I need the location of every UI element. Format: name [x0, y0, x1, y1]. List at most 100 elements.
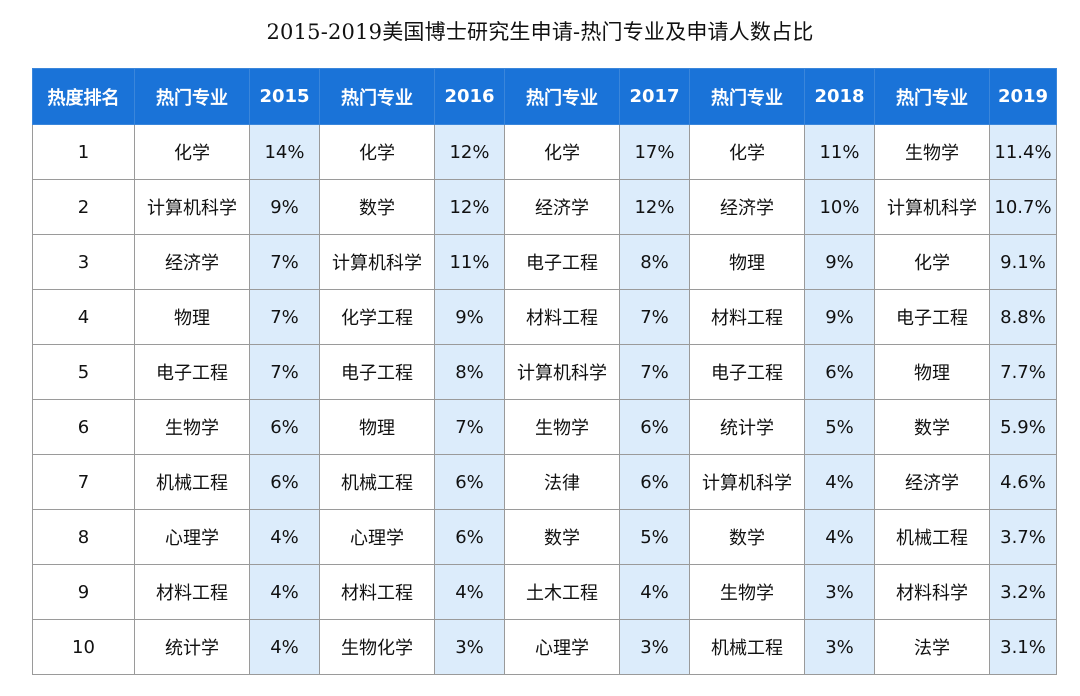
major-cell: 化学	[874, 234, 990, 290]
rank-cell: 2	[32, 179, 135, 235]
major-cell: 计算机科学	[874, 179, 990, 235]
major-cell: 电子工程	[874, 289, 990, 345]
rank-cell: 3	[32, 234, 135, 290]
header-major-2017: 热门专业	[504, 68, 620, 125]
percentage-cell: 4%	[804, 454, 875, 510]
percentage-cell: 11.4%	[989, 124, 1057, 180]
major-cell: 心理学	[504, 619, 620, 675]
percentage-cell: 12%	[434, 179, 505, 235]
percentage-cell: 9.1%	[989, 234, 1057, 290]
percentage-cell: 3%	[804, 619, 875, 675]
major-cell: 材料工程	[134, 564, 250, 620]
percentage-cell: 8%	[619, 234, 690, 290]
percentage-cell: 7%	[619, 344, 690, 400]
major-cell: 电子工程	[504, 234, 620, 290]
header-major-2016: 热门专业	[319, 68, 435, 125]
major-cell: 经济学	[134, 234, 250, 290]
major-cell: 材料工程	[504, 289, 620, 345]
major-cell: 材料工程	[689, 289, 805, 345]
percentage-cell: 7.7%	[989, 344, 1057, 400]
major-cell: 生物学	[134, 399, 250, 455]
table-row: 7 机械工程 6% 机械工程 6% 法律 6% 计算机科学 4% 经济学 4.6%	[32, 454, 1057, 510]
table-row: 2 计算机科学 9% 数学 12% 经济学 12% 经济学 10% 计算机科学 10.7%	[32, 179, 1057, 235]
percentage-cell: 6%	[619, 399, 690, 455]
rank-cell: 5	[32, 344, 135, 400]
rank-cell: 6	[32, 399, 135, 455]
percentage-cell: 5.9%	[989, 399, 1057, 455]
header-major-2015: 热门专业	[134, 68, 250, 125]
percentage-cell: 7%	[249, 234, 320, 290]
major-cell: 化学	[504, 124, 620, 180]
major-cell: 计算机科学	[504, 344, 620, 400]
percentage-cell: 9%	[249, 179, 320, 235]
major-cell: 生物学	[689, 564, 805, 620]
major-cell: 心理学	[134, 509, 250, 565]
major-cell: 法学	[874, 619, 990, 675]
major-cell: 计算机科学	[134, 179, 250, 235]
rank-cell: 10	[32, 619, 135, 675]
rank-cell: 4	[32, 289, 135, 345]
major-cell: 数学	[874, 399, 990, 455]
rank-cell: 8	[32, 509, 135, 565]
header-year-2015: 2015	[249, 68, 320, 125]
major-cell: 生物学	[874, 124, 990, 180]
percentage-cell: 7%	[249, 289, 320, 345]
table-row: 9 材料工程 4% 材料工程 4% 土木工程 4% 生物学 3% 材料科学 3.2%	[32, 564, 1057, 620]
percentage-cell: 12%	[619, 179, 690, 235]
page-title: 2015-2019美国博士研究生申请-热门专业及申请人数占比	[266, 20, 814, 44]
percentage-cell: 14%	[249, 124, 320, 180]
table-row: 8 心理学 4% 心理学 6% 数学 5% 数学 4% 机械工程 3.7%	[32, 509, 1057, 565]
table-row: 4 物理 7% 化学工程 9% 材料工程 7% 材料工程 9% 电子工程 8.8%	[32, 289, 1057, 345]
table-row: 3 经济学 7% 计算机科学 11% 电子工程 8% 物理 9% 化学 9.1%	[32, 234, 1057, 290]
percentage-cell: 12%	[434, 124, 505, 180]
major-cell: 数学	[689, 509, 805, 565]
major-cell: 统计学	[134, 619, 250, 675]
major-cell: 土木工程	[504, 564, 620, 620]
major-cell: 经济学	[874, 454, 990, 510]
header-major-2018: 热门专业	[689, 68, 805, 125]
percentage-cell: 6%	[434, 509, 505, 565]
majors-table: 热度排名 热门专业 2015 热门专业 2016 热门专业 2017 热门专业 …	[32, 68, 1057, 675]
percentage-cell: 11%	[434, 234, 505, 290]
percentage-cell: 6%	[249, 399, 320, 455]
major-cell: 化学工程	[319, 289, 435, 345]
percentage-cell: 10.7%	[989, 179, 1057, 235]
major-cell: 机械工程	[874, 509, 990, 565]
table-row: 1 化学 14% 化学 12% 化学 17% 化学 11% 生物学 11.4%	[32, 124, 1057, 180]
major-cell: 数学	[319, 179, 435, 235]
percentage-cell: 5%	[619, 509, 690, 565]
percentage-cell: 8%	[434, 344, 505, 400]
percentage-cell: 6%	[804, 344, 875, 400]
header-year-2016: 2016	[434, 68, 505, 125]
major-cell: 经济学	[689, 179, 805, 235]
percentage-cell: 4%	[249, 564, 320, 620]
major-cell: 计算机科学	[319, 234, 435, 290]
percentage-cell: 3%	[434, 619, 505, 675]
major-cell: 计算机科学	[689, 454, 805, 510]
table-row: 6 生物学 6% 物理 7% 生物学 6% 统计学 5% 数学 5.9%	[32, 399, 1057, 455]
table-row: 5 电子工程 7% 电子工程 8% 计算机科学 7% 电子工程 6% 物理 7.7%	[32, 344, 1057, 400]
percentage-cell: 3.7%	[989, 509, 1057, 565]
major-cell: 机械工程	[319, 454, 435, 510]
major-cell: 材料科学	[874, 564, 990, 620]
major-cell: 电子工程	[319, 344, 435, 400]
table-header-row: 热度排名 热门专业 2015 热门专业 2016 热门专业 2017 热门专业 …	[32, 68, 1057, 125]
rank-cell: 9	[32, 564, 135, 620]
header-year-2018: 2018	[804, 68, 875, 125]
major-cell: 数学	[504, 509, 620, 565]
major-cell: 材料工程	[319, 564, 435, 620]
rank-cell: 1	[32, 124, 135, 180]
major-cell: 化学	[134, 124, 250, 180]
percentage-cell: 10%	[804, 179, 875, 235]
major-cell: 物理	[134, 289, 250, 345]
percentage-cell: 7%	[434, 399, 505, 455]
percentage-cell: 17%	[619, 124, 690, 180]
table-body: 1 化学 14% 化学 12% 化学 17% 化学 11% 生物学 11.4% 2 计算机科学 9% 数学 1…	[32, 124, 1057, 675]
major-cell: 生物化学	[319, 619, 435, 675]
percentage-cell: 4%	[249, 619, 320, 675]
major-cell: 心理学	[319, 509, 435, 565]
rank-cell: 7	[32, 454, 135, 510]
percentage-cell: 9%	[804, 234, 875, 290]
percentage-cell: 5%	[804, 399, 875, 455]
major-cell: 法律	[504, 454, 620, 510]
